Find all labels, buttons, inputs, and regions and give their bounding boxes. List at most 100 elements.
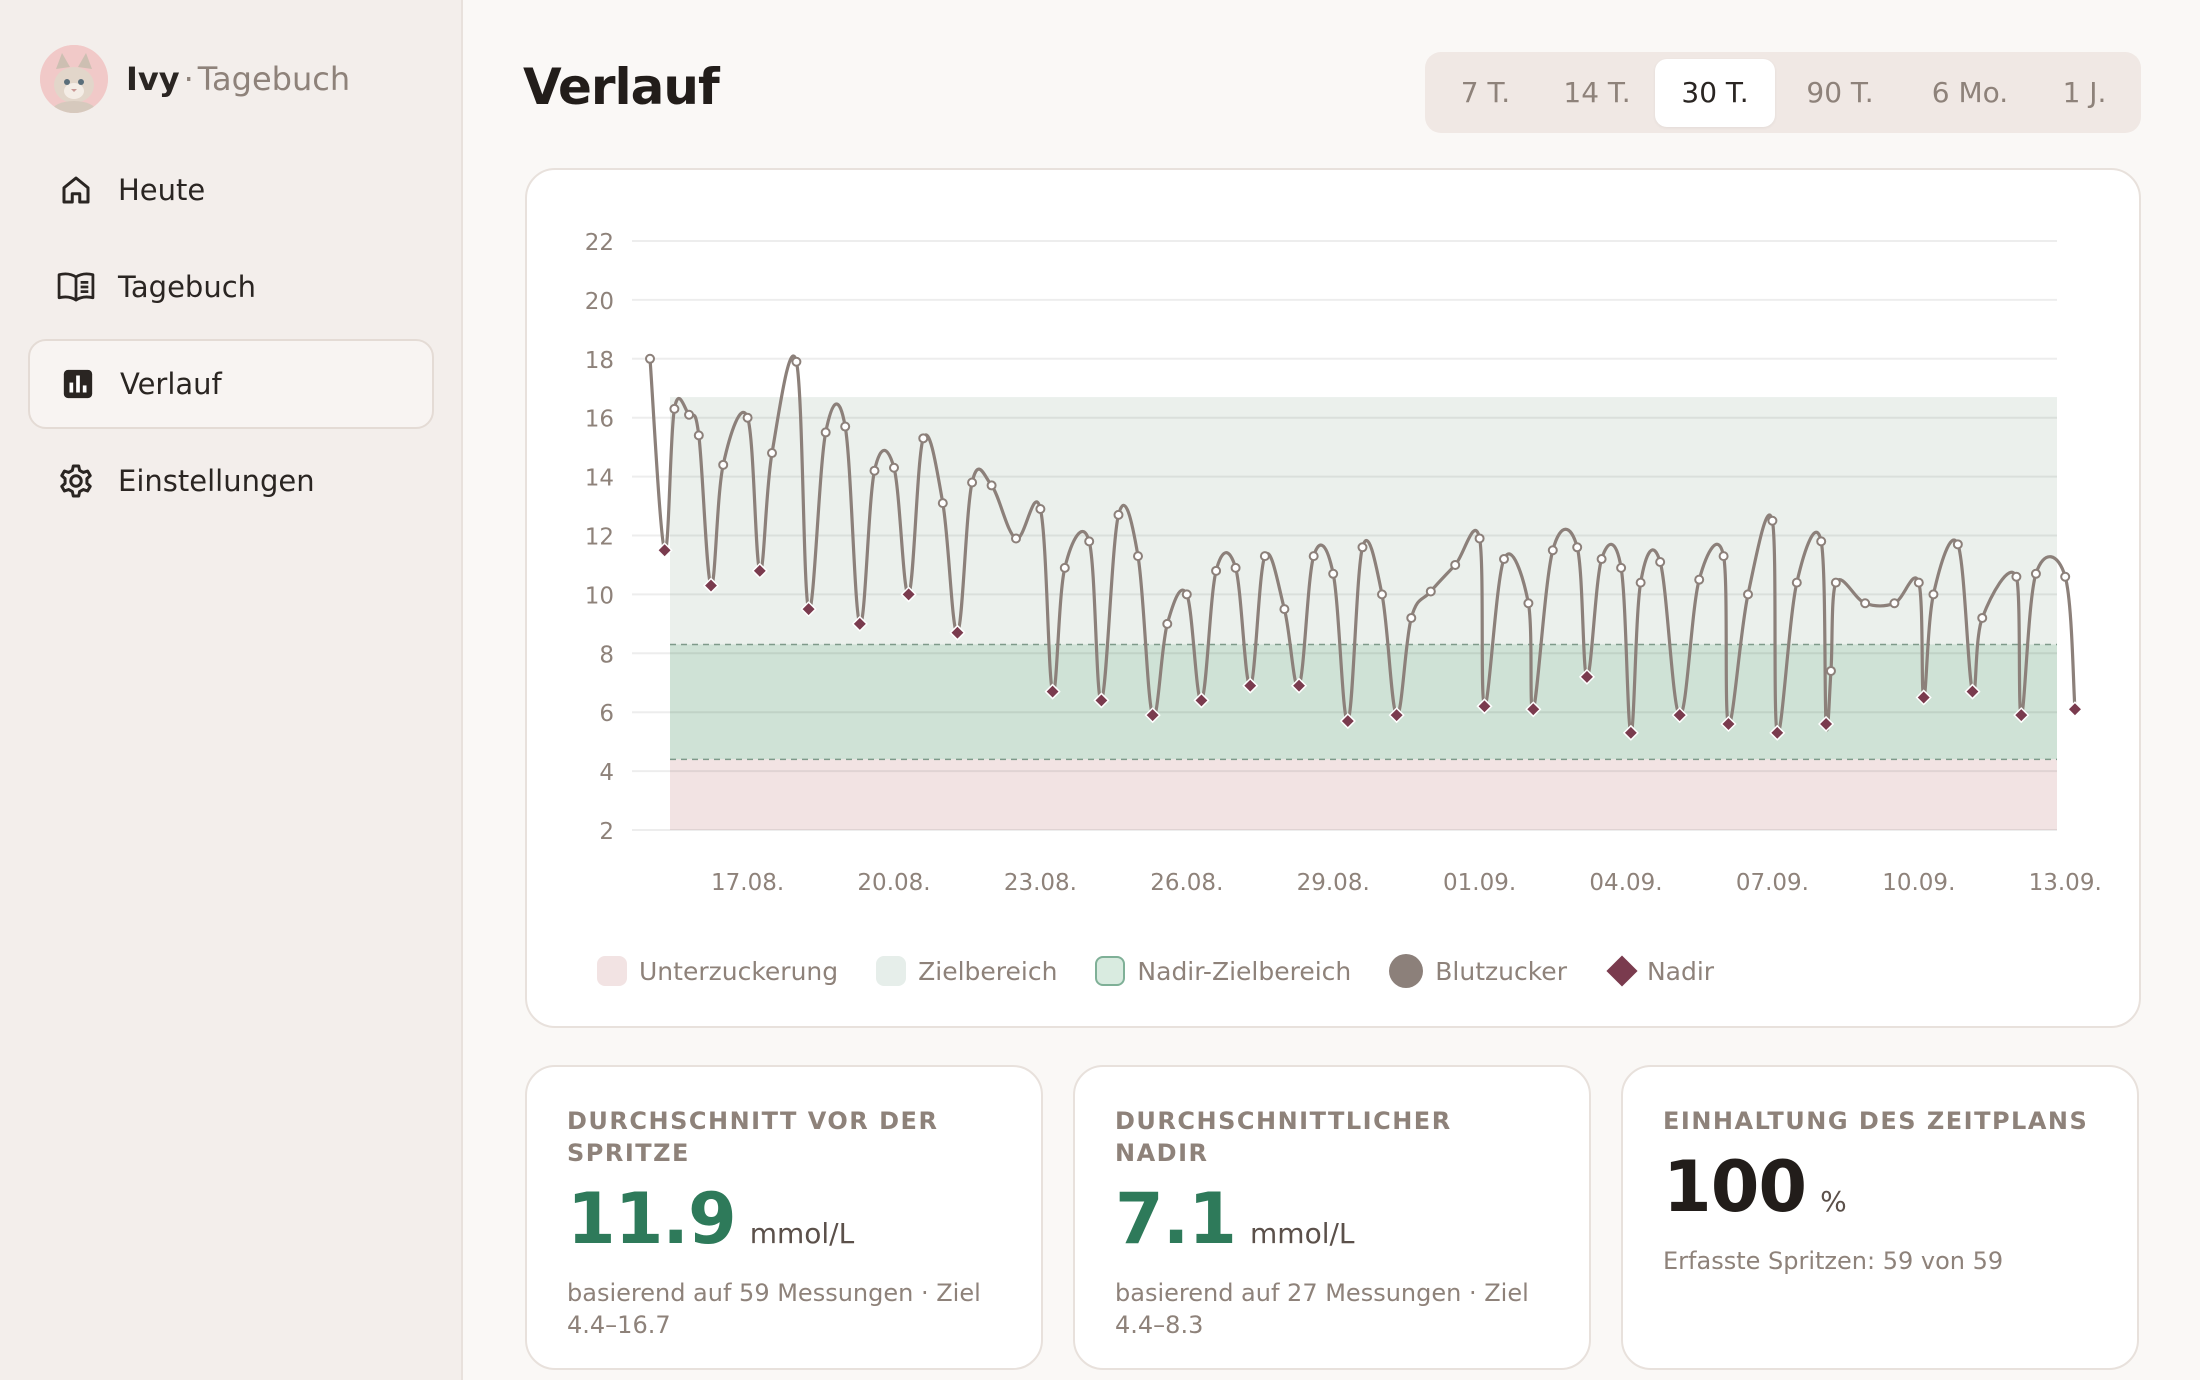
avatar[interactable] (40, 45, 108, 113)
data-point[interactable] (1913, 577, 1924, 588)
nadir-point[interactable] (1622, 724, 1639, 741)
tab-14-days[interactable]: 14 T. (1563, 76, 1631, 109)
data-point[interactable] (2030, 568, 2041, 579)
sidebar-item-heute[interactable]: Heute (28, 145, 434, 235)
data-point[interactable] (1133, 551, 1143, 562)
nadir-point[interactable] (1720, 715, 1737, 733)
data-point[interactable] (1035, 503, 1046, 514)
data-point[interactable] (1059, 562, 1070, 573)
nadir-point[interactable] (1290, 677, 1308, 694)
nadir-point[interactable] (1044, 683, 1061, 700)
data-point[interactable] (1230, 562, 1241, 573)
data-point[interactable] (1308, 551, 1319, 562)
data-point[interactable] (1816, 536, 1827, 547)
data-point[interactable] (1406, 612, 1417, 623)
nadir-point[interactable] (1964, 683, 1981, 700)
nadir-point[interactable] (1671, 707, 1688, 724)
data-point[interactable] (1830, 577, 1841, 588)
nadir-point[interactable] (1339, 712, 1356, 730)
data-point[interactable] (1425, 586, 1436, 597)
nadir-point[interactable] (1915, 689, 1932, 706)
data-point[interactable] (1259, 551, 1270, 562)
data-point[interactable] (1791, 577, 1802, 588)
nadir-point[interactable] (656, 542, 673, 559)
data-point[interactable] (1279, 604, 1290, 615)
data-point[interactable] (1113, 509, 1124, 520)
data-point[interactable] (1357, 542, 1368, 553)
data-point[interactable] (1596, 554, 1607, 565)
data-point[interactable] (1523, 598, 1534, 609)
data-point[interactable] (1743, 589, 1753, 600)
data-point[interactable] (1952, 539, 1963, 550)
legend-blood-glucose[interactable]: Blutzucker (1389, 954, 1567, 988)
data-point[interactable] (2060, 571, 2071, 582)
data-point[interactable] (1474, 533, 1485, 544)
nadir-point[interactable] (1242, 677, 1259, 694)
nadir-point[interactable] (1476, 698, 1493, 715)
data-point[interactable] (693, 430, 704, 441)
data-point[interactable] (669, 403, 680, 414)
legend-hypo[interactable]: Unterzuckerung (597, 956, 838, 986)
data-point[interactable] (1825, 665, 1836, 676)
tab-6-months[interactable]: 6 Mo. (1931, 76, 2009, 109)
data-point[interactable] (1547, 545, 1558, 556)
data-point[interactable] (840, 421, 851, 432)
nadir-point[interactable] (1193, 692, 1210, 709)
data-point[interactable] (889, 462, 899, 473)
nadir-point[interactable] (900, 586, 917, 603)
nadir-point[interactable] (1578, 668, 1596, 685)
nadir-point[interactable] (1388, 707, 1405, 724)
legend-nadir[interactable]: Nadir (1605, 955, 1714, 987)
nadir-point[interactable] (949, 624, 966, 641)
tab-1-year[interactable]: 1 J. (2062, 76, 2107, 109)
data-point[interactable] (718, 459, 729, 470)
nadir-point[interactable] (851, 615, 868, 632)
legend-nadir-target[interactable]: Nadir-Zielbereich (1095, 956, 1351, 986)
data-point[interactable] (1572, 542, 1583, 553)
nadir-point[interactable] (702, 577, 720, 594)
tab-30-days[interactable]: 30 T. (1655, 58, 1775, 127)
data-point[interactable] (937, 498, 948, 509)
data-point[interactable] (645, 353, 655, 364)
data-point[interactable] (1011, 533, 1021, 544)
data-point[interactable] (742, 412, 753, 423)
nadir-point[interactable] (1818, 715, 1835, 733)
data-point[interactable] (1211, 565, 1222, 576)
nadir-point[interactable] (1093, 692, 1110, 709)
tab-90-days[interactable]: 90 T. (1806, 76, 1874, 109)
data-point[interactable] (918, 433, 929, 444)
data-point[interactable] (869, 465, 880, 476)
data-point[interactable] (1718, 551, 1729, 562)
legend-target[interactable]: Zielbereich (876, 956, 1057, 986)
data-point[interactable] (1889, 598, 1900, 609)
data-point[interactable] (2011, 571, 2022, 582)
nadir-point[interactable] (1525, 701, 1542, 718)
data-point[interactable] (1694, 574, 1705, 585)
sidebar-item-verlauf[interactable]: Verlauf (28, 339, 434, 429)
data-point[interactable] (967, 477, 978, 488)
data-point[interactable] (1655, 557, 1666, 568)
sidebar-item-tagebuch[interactable]: Tagebuch (28, 242, 434, 332)
data-point[interactable] (684, 409, 695, 420)
nadir-point[interactable] (800, 601, 817, 618)
data-point[interactable] (1084, 536, 1095, 547)
data-point[interactable] (1162, 618, 1173, 629)
data-point[interactable] (986, 480, 997, 491)
data-point[interactable] (1616, 562, 1627, 573)
data-point[interactable] (1928, 589, 1939, 600)
data-point[interactable] (791, 356, 802, 367)
nadir-point[interactable] (751, 562, 768, 579)
data-point[interactable] (767, 448, 777, 459)
nadir-point[interactable] (2013, 707, 2030, 724)
nadir-point[interactable] (1769, 724, 1786, 741)
data-point[interactable] (1181, 589, 1192, 600)
data-point[interactable] (1499, 554, 1509, 565)
data-point[interactable] (1450, 559, 1461, 570)
data-point[interactable] (1860, 598, 1871, 609)
data-point[interactable] (1977, 612, 1988, 623)
data-point[interactable] (1635, 577, 1646, 588)
nadir-point[interactable] (2066, 701, 2084, 718)
data-point[interactable] (1767, 515, 1778, 526)
data-point[interactable] (820, 427, 831, 438)
data-point[interactable] (1377, 589, 1387, 600)
